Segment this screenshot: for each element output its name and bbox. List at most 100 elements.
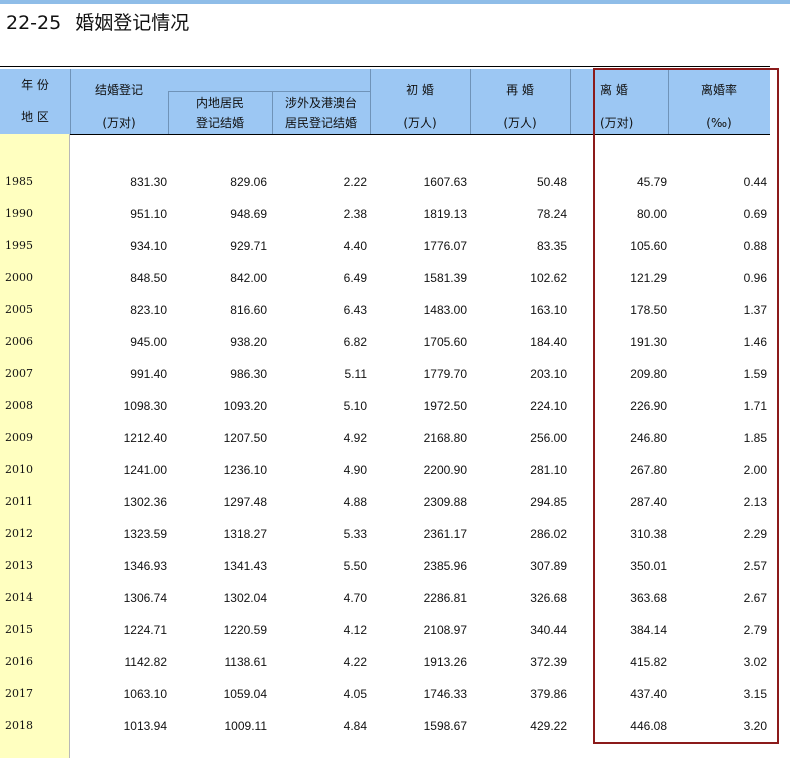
header-divorce-unit: (万对) — [600, 116, 634, 130]
cell-divorce-rate: 2.67 — [743, 591, 767, 605]
cell-divorce-rate: 0.88 — [743, 239, 767, 253]
table-row: 2018 1013.94 1009.11 4.84 1598.67 429.22 446.0… — [0, 710, 790, 742]
header-remarriage: 再 婚 — [506, 83, 534, 97]
table-row: 2007 991.40 986.30 5.11 1779.70 203.10 209.80 1… — [0, 358, 790, 390]
table-row: 1985 831.30 829.06 2.22 1607.63 50.48 45.79 0.4… — [0, 166, 790, 198]
table-header — [0, 69, 770, 134]
cell-foreign-marriage: 4.90 — [343, 463, 367, 477]
cell-mainland-marriage: 1093.20 — [223, 399, 267, 413]
cell-year: 2000 — [5, 271, 33, 284]
cell-remarriage: 184.40 — [530, 335, 567, 349]
cell-remarriage: 256.00 — [530, 431, 567, 445]
table-row: 2017 1063.10 1059.04 4.05 1746.33 379.86 437.4… — [0, 678, 790, 710]
header-divorce-rate-unit: (‰) — [706, 116, 732, 130]
cell-divorce: 45.79 — [636, 175, 667, 189]
cell-divorce: 446.08 — [630, 719, 667, 733]
cell-year: 2009 — [5, 431, 33, 444]
cell-foreign-marriage: 5.50 — [343, 559, 367, 573]
header-divider — [272, 92, 273, 134]
table-row: 2000 848.50 842.00 6.49 1581.39 102.62 121.29 0… — [0, 262, 790, 294]
cell-remarriage: 379.86 — [530, 687, 567, 701]
cell-foreign-marriage: 2.22 — [343, 175, 367, 189]
header-first-marriage: 初 婚 — [406, 83, 434, 97]
header-divider — [470, 69, 471, 134]
header-mainland-line1: 内地居民 — [195, 96, 244, 110]
header-region-label: 地 区 — [21, 110, 49, 124]
header-mainland-line2: 登记结婚 — [195, 116, 244, 130]
cell-first-marriage: 1598.67 — [423, 719, 467, 733]
cell-remarriage: 203.10 — [530, 367, 567, 381]
cell-mainland-marriage: 948.69 — [230, 207, 267, 221]
cell-mainland-marriage: 1341.43 — [223, 559, 267, 573]
cell-year: 1990 — [5, 207, 33, 220]
cell-mainland-marriage: 1138.61 — [224, 655, 268, 669]
cell-foreign-marriage: 4.70 — [343, 591, 367, 605]
header-foreign-line2: 居民登记结婚 — [284, 116, 357, 130]
cell-mainland-marriage: 1297.48 — [223, 495, 267, 509]
header-remarriage-unit: (万人) — [503, 116, 537, 130]
cell-first-marriage: 1607.63 — [423, 175, 467, 189]
cell-first-marriage: 2108.97 — [423, 623, 467, 637]
cell-divorce: 363.68 — [630, 591, 667, 605]
cell-divorce: 191.30 — [630, 335, 667, 349]
cell-first-marriage: 2361.17 — [423, 527, 467, 541]
divorce-highlight-box — [593, 68, 779, 744]
cell-marriage-registration: 1063.10 — [123, 687, 167, 701]
window-top-bar — [0, 0, 790, 4]
table-row: 2005 823.10 816.60 6.43 1483.00 163.10 178.50 1… — [0, 294, 790, 326]
cell-mainland-marriage: 1009.11 — [224, 719, 268, 733]
cell-foreign-marriage: 6.82 — [343, 335, 367, 349]
cell-foreign-marriage: 2.38 — [343, 207, 367, 221]
cell-foreign-marriage: 4.40 — [343, 239, 367, 253]
cell-remarriage: 50.48 — [536, 175, 567, 189]
cell-first-marriage: 2200.90 — [423, 463, 467, 477]
table-row: 2013 1346.93 1341.43 5.50 2385.96 307.89 350.0… — [0, 550, 790, 582]
header-marriage-registration: 结婚登记 — [94, 83, 143, 97]
table-row: 1990 951.10 948.69 2.38 1819.13 78.24 80.00 0.6… — [0, 198, 790, 230]
cell-divorce-rate: 2.00 — [743, 463, 767, 477]
cell-divorce: 226.90 — [630, 399, 667, 413]
cell-mainland-marriage: 986.30 — [230, 367, 267, 381]
cell-remarriage: 340.44 — [530, 623, 567, 637]
cell-foreign-marriage: 6.49 — [343, 271, 367, 285]
cell-mainland-marriage: 1220.59 — [223, 623, 267, 637]
cell-marriage-registration: 1302.36 — [123, 495, 167, 509]
header-divorce: 离 婚 — [600, 83, 628, 97]
table-row: 2008 1098.30 1093.20 5.10 1972.50 224.10 226.9… — [0, 390, 790, 422]
header-divider — [70, 69, 71, 134]
header-bottom-rule — [0, 134, 770, 135]
cell-year: 2016 — [5, 655, 33, 668]
cell-foreign-marriage: 4.12 — [343, 623, 367, 637]
cell-year: 2005 — [5, 303, 33, 316]
cell-divorce-rate: 1.85 — [743, 431, 767, 445]
cell-divorce: 350.01 — [630, 559, 667, 573]
header-foreign-line1: 涉外及港澳台 — [284, 96, 357, 110]
cell-foreign-marriage: 6.43 — [343, 303, 367, 317]
header-divorce-rate: 离婚率 — [700, 83, 737, 97]
cell-marriage-registration: 848.50 — [130, 271, 167, 285]
cell-mainland-marriage: 842.00 — [230, 271, 267, 285]
cell-year: 2006 — [5, 335, 33, 348]
cell-divorce: 209.80 — [630, 367, 667, 381]
cell-divorce-rate: 0.96 — [743, 271, 767, 285]
cell-first-marriage: 1776.07 — [423, 239, 467, 253]
cell-first-marriage: 2168.80 — [423, 431, 467, 445]
cell-divorce-rate: 2.29 — [743, 527, 767, 541]
cell-remarriage: 102.62 — [530, 271, 567, 285]
cell-marriage-registration: 945.00 — [130, 335, 167, 349]
cell-mainland-marriage: 1302.04 — [223, 591, 267, 605]
cell-marriage-registration: 934.10 — [130, 239, 167, 253]
cell-year: 2018 — [5, 719, 33, 732]
table-row: 2014 1306.74 1302.04 4.70 2286.81 326.68 363.6… — [0, 582, 790, 614]
cell-year: 2015 — [5, 623, 33, 636]
page-title: 22-25 婚姻登记情况 — [6, 10, 189, 36]
cell-divorce: 415.82 — [630, 655, 667, 669]
cell-divorce: 80.00 — [636, 207, 667, 221]
cell-foreign-marriage: 5.10 — [343, 399, 367, 413]
cell-remarriage: 83.35 — [536, 239, 567, 253]
cell-first-marriage: 1581.39 — [423, 271, 467, 285]
cell-remarriage: 78.24 — [536, 207, 567, 221]
table-row: 2006 945.00 938.20 6.82 1705.60 184.40 191.30 1… — [0, 326, 790, 358]
table-row: 2015 1224.71 1220.59 4.12 2108.97 340.44 384.1… — [0, 614, 790, 646]
header-divider — [370, 69, 371, 134]
